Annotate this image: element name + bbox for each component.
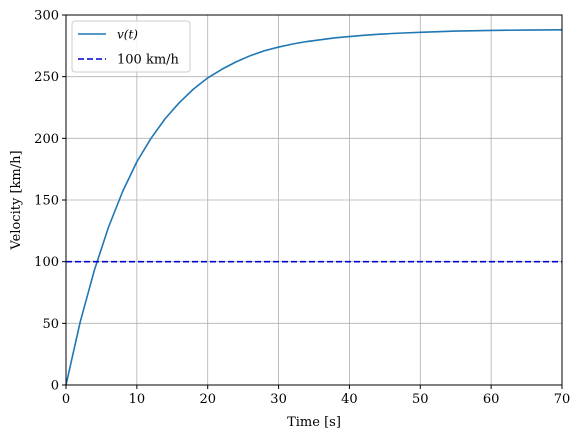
y-tick-label: 300 <box>34 9 59 24</box>
x-axis-label: Time [s] <box>287 415 341 430</box>
y-tick-label: 250 <box>34 70 59 85</box>
series-layer <box>65 29 563 386</box>
x-tick-label: 10 <box>129 392 146 407</box>
y-tick-label: 200 <box>34 132 59 147</box>
x-tick-label: 50 <box>412 392 429 407</box>
x-tick-label: 0 <box>62 392 70 407</box>
x-tick-label: 20 <box>199 392 216 407</box>
x-axis-ticks: 0 10 20 30 40 50 60 70 <box>62 385 570 407</box>
y-tick-label: 100 <box>34 255 59 270</box>
x-tick-label: 40 <box>341 392 358 407</box>
x-tick-label: 30 <box>270 392 287 407</box>
y-tick-label: 0 <box>51 379 59 394</box>
y-tick-label: 150 <box>34 194 59 209</box>
y-axis-label: Velocity [km/h] <box>9 150 24 250</box>
legend-label-vt: v(t) <box>117 28 138 42</box>
legend: v(t) 100 km/h <box>71 20 191 73</box>
legend-label-100kmh: 100 km/h <box>117 53 180 68</box>
y-axis-ticks: 0 50 100 150 200 250 300 <box>34 9 66 394</box>
series-line-vt <box>65 29 563 386</box>
y-tick-label: 50 <box>42 317 59 332</box>
x-tick-label: 60 <box>483 392 500 407</box>
x-tick-label: 70 <box>554 392 571 407</box>
